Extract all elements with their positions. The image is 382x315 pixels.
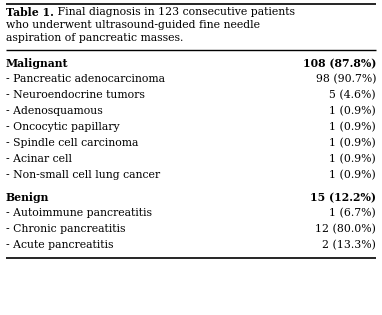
Text: - Neuroendocrine tumors: - Neuroendocrine tumors xyxy=(6,90,145,100)
Text: 5 (4.6%): 5 (4.6%) xyxy=(329,90,376,100)
Text: Malignant: Malignant xyxy=(6,58,69,69)
Text: 1 (0.9%): 1 (0.9%) xyxy=(329,170,376,180)
Text: - Non-small cell lung cancer: - Non-small cell lung cancer xyxy=(6,170,160,180)
Text: - Spindle cell carcinoma: - Spindle cell carcinoma xyxy=(6,138,138,148)
Text: 1 (0.9%): 1 (0.9%) xyxy=(329,106,376,116)
Text: 1 (0.9%): 1 (0.9%) xyxy=(329,154,376,164)
Text: 15 (12.2%): 15 (12.2%) xyxy=(310,192,376,203)
Text: who underwent ultrasound-guided fine needle: who underwent ultrasound-guided fine nee… xyxy=(6,20,260,30)
Text: 1 (0.9%): 1 (0.9%) xyxy=(329,122,376,132)
Text: Table 1.: Table 1. xyxy=(6,7,54,18)
Text: 1 (0.9%): 1 (0.9%) xyxy=(329,138,376,148)
Text: 2 (13.3%): 2 (13.3%) xyxy=(322,240,376,250)
Text: - Pancreatic adenocarcinoma: - Pancreatic adenocarcinoma xyxy=(6,74,165,84)
Text: - Chronic pancreatitis: - Chronic pancreatitis xyxy=(6,224,126,234)
Text: Final diagnosis in 123 consecutive patients: Final diagnosis in 123 consecutive patie… xyxy=(54,7,295,17)
Text: 12 (80.0%): 12 (80.0%) xyxy=(315,224,376,234)
Text: - Autoimmune pancreatitis: - Autoimmune pancreatitis xyxy=(6,208,152,218)
Text: 98 (90.7%): 98 (90.7%) xyxy=(316,74,376,84)
Text: - Acinar cell: - Acinar cell xyxy=(6,154,72,164)
Text: 108 (87.8%): 108 (87.8%) xyxy=(303,58,376,69)
Text: - Oncocytic papillary: - Oncocytic papillary xyxy=(6,122,120,132)
Text: 1 (6.7%): 1 (6.7%) xyxy=(329,208,376,218)
Text: Benign: Benign xyxy=(6,192,49,203)
Text: - Acute pancreatitis: - Acute pancreatitis xyxy=(6,240,113,250)
Text: aspiration of pancreatic masses.: aspiration of pancreatic masses. xyxy=(6,33,183,43)
Text: - Adenosquamous: - Adenosquamous xyxy=(6,106,103,116)
